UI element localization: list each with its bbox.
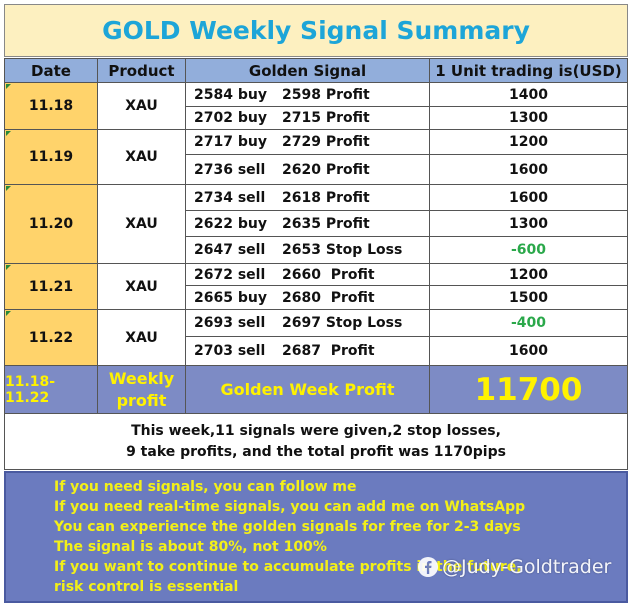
header-product: Product bbox=[98, 58, 186, 83]
note-line: You can experience the golden signals fo… bbox=[54, 519, 521, 535]
signal-cell: 2703 sell 2687 Profit bbox=[186, 337, 430, 366]
signal-exit: 2620 Profit bbox=[282, 161, 370, 178]
note-line: risk control is essential bbox=[54, 579, 239, 595]
signal-entry: 2584 buy bbox=[194, 86, 267, 103]
product-cell: XAU bbox=[98, 83, 186, 130]
product-cell: XAU bbox=[98, 185, 186, 264]
watermark: @Judy-Goldtrader bbox=[418, 554, 611, 580]
cell-marker-icon bbox=[6, 131, 11, 136]
cell-marker-icon bbox=[6, 265, 11, 270]
signal-exit: 2680 Profit bbox=[282, 289, 375, 306]
signal-exit: 2635 Profit bbox=[282, 215, 370, 232]
total-profit-value: 11700 bbox=[430, 366, 628, 414]
signal-entry: 2736 sell bbox=[194, 161, 266, 178]
cell-marker-icon bbox=[6, 311, 11, 316]
header-unit-trading: 1 Unit trading is(USD) bbox=[430, 58, 628, 83]
weekly-label-line: Weekly bbox=[108, 368, 175, 388]
date-cell: 11.19 bbox=[4, 130, 98, 185]
golden-week-profit-label: Golden Week Profit bbox=[186, 366, 430, 414]
cell-marker-icon bbox=[6, 186, 11, 191]
summary-line: This week,11 signals were given,2 stop l… bbox=[131, 422, 501, 439]
signal-cell: 2693 sell 2697 Stop Loss bbox=[186, 310, 430, 337]
signal-cell: 2702 buy 2715 Profit bbox=[186, 107, 430, 130]
signal-cell: 2647 sell 2653 Stop Loss bbox=[186, 237, 430, 264]
note-line: If you want to continue to accumulate pr… bbox=[54, 559, 522, 575]
signal-exit: 2729 Profit bbox=[282, 134, 370, 150]
amount-cell: -600 bbox=[430, 237, 628, 264]
header-golden-signal: Golden Signal bbox=[186, 58, 430, 83]
product-cell: XAU bbox=[98, 130, 186, 185]
note-line: If you need signals, you can follow me bbox=[54, 479, 357, 495]
amount-cell: 1300 bbox=[430, 211, 628, 237]
signal-entry: 2703 sell bbox=[194, 343, 266, 359]
date-label: 11.18 bbox=[28, 98, 74, 114]
signal-exit: 2598 Profit bbox=[282, 86, 370, 103]
total-date-range: 11.18-11.22 bbox=[4, 366, 98, 414]
note-line: If you need real-time signals, you can a… bbox=[54, 499, 526, 515]
amount-cell: 1500 bbox=[430, 286, 628, 310]
watermark-text: @Judy-Goldtrader bbox=[442, 556, 612, 578]
signal-exit: 2697 Stop Loss bbox=[282, 315, 403, 331]
date-label: 11.22 bbox=[28, 329, 74, 346]
date-label: 11.20 bbox=[28, 216, 74, 232]
date-cell: 11.21 bbox=[4, 264, 98, 310]
signal-entry: 2672 sell bbox=[194, 266, 266, 283]
signal-cell: 2622 buy 2635 Profit bbox=[186, 211, 430, 237]
amount-cell: 1600 bbox=[430, 155, 628, 185]
amount-cell: 1300 bbox=[430, 107, 628, 130]
signal-exit: 2660 Profit bbox=[282, 266, 375, 283]
notes-panel: If you need signals, you can follow me I… bbox=[4, 471, 628, 603]
signal-cell: 2672 sell 2660 Profit bbox=[186, 264, 430, 286]
signal-exit: 2687 Profit bbox=[282, 343, 375, 359]
signal-entry: 2693 sell bbox=[194, 315, 266, 331]
page-title: GOLD Weekly Signal Summary bbox=[4, 4, 628, 57]
signal-entry: 2665 buy bbox=[194, 289, 267, 306]
amount-cell: 1600 bbox=[430, 337, 628, 366]
amount-cell: 1600 bbox=[430, 185, 628, 211]
product-cell: XAU bbox=[98, 310, 186, 366]
summary-line: 9 take profits, and the total profit was… bbox=[126, 443, 506, 460]
signal-entry: 2622 buy bbox=[194, 215, 267, 232]
date-cell: 11.20 bbox=[4, 185, 98, 264]
date-cell: 11.18 bbox=[4, 83, 98, 130]
signal-exit: 2618 Profit bbox=[282, 189, 370, 206]
signal-exit: 2715 Profit bbox=[282, 110, 370, 126]
signal-cell: 2736 sell 2620 Profit bbox=[186, 155, 430, 185]
weekly-summary: This week,11 signals were given,2 stop l… bbox=[4, 414, 628, 470]
date-label: 11.19 bbox=[28, 149, 74, 165]
weekly-profit-label: Weekly profit bbox=[98, 366, 186, 414]
amount-cell: 1200 bbox=[430, 130, 628, 155]
signal-cell: 2734 sell 2618 Profit bbox=[186, 185, 430, 211]
signal-cell: 2665 buy 2680 Profit bbox=[186, 286, 430, 310]
date-cell: 11.22 bbox=[4, 310, 98, 366]
product-cell: XAU bbox=[98, 264, 186, 310]
amount-cell: 1400 bbox=[430, 83, 628, 107]
signal-exit: 2653 Stop Loss bbox=[282, 242, 403, 258]
header-date: Date bbox=[4, 58, 98, 83]
signal-cell: 2717 buy 2729 Profit bbox=[186, 130, 430, 155]
cell-marker-icon bbox=[6, 84, 11, 89]
signal-entry: 2647 sell bbox=[194, 242, 266, 258]
signal-entry: 2734 sell bbox=[194, 189, 266, 206]
amount-cell: 1200 bbox=[430, 264, 628, 286]
note-line: The signal is about 80%, not 100% bbox=[54, 539, 327, 555]
signal-entry: 2717 buy bbox=[194, 134, 267, 150]
signal-cell: 2584 buy 2598 Profit bbox=[186, 83, 430, 107]
signal-entry: 2702 buy bbox=[194, 110, 267, 126]
date-label: 11.21 bbox=[28, 278, 74, 295]
amount-cell: -400 bbox=[430, 310, 628, 337]
profit-label-line: profit bbox=[116, 390, 167, 410]
facebook-logo-icon bbox=[418, 557, 438, 577]
